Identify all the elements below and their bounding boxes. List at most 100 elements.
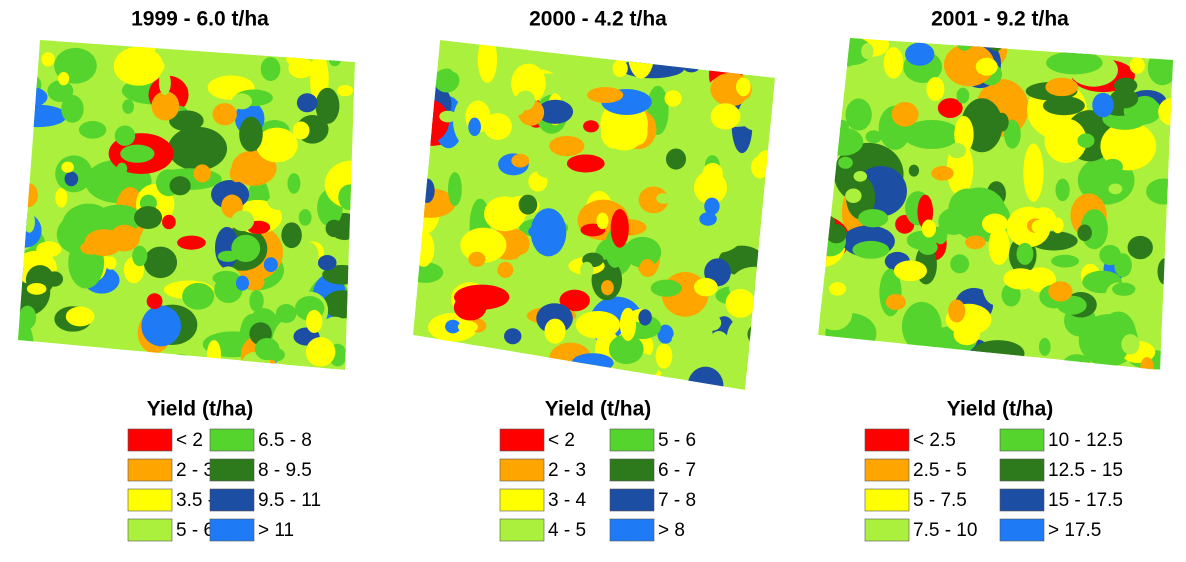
legend-swatch — [128, 519, 172, 541]
yield-zone — [450, 61, 467, 73]
yield-zone — [950, 254, 969, 273]
yield-zone — [656, 344, 673, 369]
yield-zone — [1043, 96, 1085, 115]
yield-zone — [621, 58, 685, 78]
yield-zone — [249, 290, 263, 312]
yield-zone — [1032, 220, 1048, 234]
legend-label: 12.5 - 15 — [1048, 460, 1123, 481]
yield-zone — [109, 225, 140, 252]
yield-zone — [46, 271, 63, 286]
yield-zone — [1128, 236, 1153, 259]
legend-label: 15 - 17.5 — [1048, 490, 1123, 511]
legend-title: Yield (t/ha) — [545, 398, 652, 421]
yield-zone — [134, 206, 162, 229]
yield-map — [0, 30, 377, 391]
yield-zone — [478, 36, 497, 83]
legend-swatch — [610, 519, 654, 541]
yield-zone — [1125, 214, 1145, 236]
yield-zone — [838, 157, 853, 169]
yield-zone — [802, 88, 840, 110]
yield-zone — [842, 361, 862, 373]
yield-zone — [817, 297, 852, 331]
yield-zone — [576, 311, 620, 339]
yield-zone — [239, 117, 263, 152]
legend-swatch — [610, 429, 654, 451]
legend-swatch — [865, 519, 909, 541]
yield-zone — [651, 280, 682, 297]
yield-zone — [117, 163, 128, 175]
yield-zone — [281, 222, 302, 248]
yield-zone — [858, 209, 888, 227]
yield-maps: 1999 - 6.0 t/haYield (t/ha)< 22 - 3.53.5… — [0, 0, 1186, 562]
yield-zone — [918, 240, 938, 255]
yield-zone — [640, 259, 655, 277]
legend-title: Yield (t/ha) — [947, 398, 1054, 421]
legend-swatch — [865, 429, 909, 451]
yield-zone — [18, 183, 38, 207]
yield-zone — [162, 215, 176, 229]
legend-swatch — [500, 519, 544, 541]
yield-zone — [163, 354, 196, 382]
legend-swatch — [1000, 489, 1044, 511]
yield-zone — [105, 256, 117, 269]
yield-zone — [313, 32, 343, 49]
yield-zone — [141, 35, 157, 54]
yield-zone — [182, 283, 214, 310]
yield-zone — [267, 194, 297, 210]
yield-zone — [36, 241, 61, 257]
yield-zone — [549, 136, 584, 156]
yield-zone — [1023, 143, 1043, 201]
legend-label: 4 - 5 — [548, 520, 586, 541]
yield-zone — [866, 130, 882, 143]
yield-zone — [861, 43, 873, 59]
yield-zone — [1017, 243, 1034, 265]
yield-zone — [971, 340, 1024, 366]
yield-zone — [988, 31, 1004, 51]
yield-zone — [629, 120, 648, 145]
legend-label: 3 - 4 — [548, 490, 586, 511]
yield-zone — [24, 211, 35, 232]
yield-zone — [286, 49, 303, 66]
yield-zone — [306, 337, 336, 367]
yield-zone — [1092, 93, 1114, 117]
yield-zone — [601, 280, 614, 295]
yield-zone — [708, 331, 730, 358]
yield-zone — [398, 360, 433, 397]
yield-zone — [214, 33, 235, 50]
yield-zone — [299, 242, 319, 269]
yield-zone — [149, 59, 164, 73]
yield-zone — [516, 91, 535, 111]
yield-zone — [577, 370, 591, 381]
yield-zone — [152, 91, 180, 120]
yield-zone — [839, 40, 858, 67]
yield-zone — [628, 26, 655, 79]
yield-zone — [65, 172, 79, 187]
yield-zone — [1113, 230, 1127, 244]
yield-zone — [100, 340, 145, 390]
yield-zone — [230, 165, 244, 182]
legend-label: 9.5 - 11 — [258, 490, 321, 511]
legend-swatch — [610, 459, 654, 481]
yield-zone — [965, 236, 985, 250]
yield-zone — [948, 300, 965, 323]
yield-zone — [144, 247, 177, 279]
yield-zone — [537, 165, 558, 178]
yield-zone — [956, 31, 973, 51]
yield-zone — [115, 125, 135, 145]
yield-zone — [926, 77, 944, 101]
yield-zone — [748, 370, 778, 396]
legend-swatch — [128, 489, 172, 511]
yield-zone — [982, 214, 1008, 235]
yield-zone — [409, 224, 420, 238]
yield-zone — [27, 283, 47, 295]
yield-zone — [325, 161, 378, 209]
yield-zone — [931, 166, 953, 181]
yield-zone — [10, 214, 41, 248]
yield-zone — [236, 276, 249, 291]
yield-zone — [852, 241, 889, 259]
yield-zone — [834, 120, 849, 133]
yield-zone — [299, 209, 312, 226]
yield-zone — [688, 28, 723, 53]
yield-zone — [323, 317, 347, 338]
legend-swatch — [128, 429, 172, 451]
